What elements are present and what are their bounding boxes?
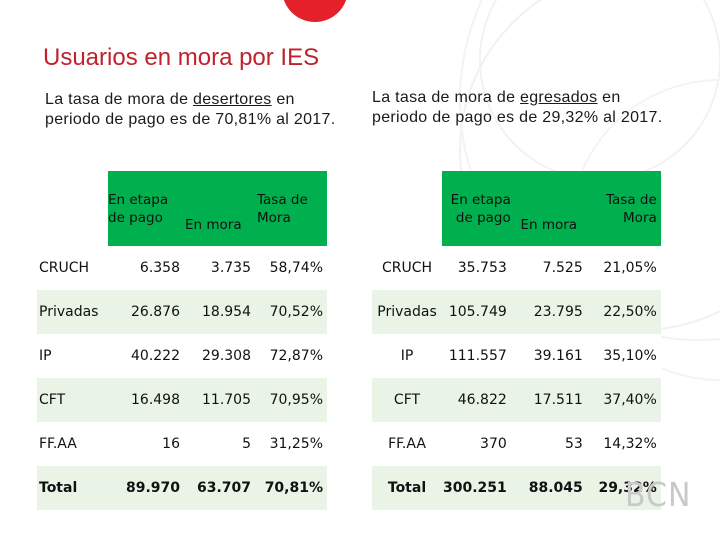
table-row: CFT 16.498 11.705 70,95% <box>37 378 327 422</box>
row-label: Privadas <box>372 290 442 334</box>
cell-mora: 17.511 <box>510 378 587 422</box>
cell-mora: 18.954 <box>184 290 255 334</box>
cell-mora: 23.795 <box>510 290 587 334</box>
egresados-table: En etapa de pago En mora Tasa de Mora CR… <box>372 171 661 510</box>
cell-tasa: 21,05% <box>586 246 661 290</box>
table-row-total: Total 300.251 88.045 29,32% <box>372 466 661 510</box>
cell-tasa: 29,32% <box>586 466 661 510</box>
header-etapa: En etapa de pago <box>108 171 184 246</box>
cell-tasa: 35,10% <box>586 334 661 378</box>
cell-tasa: 14,32% <box>586 422 661 466</box>
table-row: FF.AA 16 5 31,25% <box>37 422 327 466</box>
row-label: IP <box>372 334 442 378</box>
table-header-row: En etapa de pago En mora Tasa de Mora <box>372 171 661 246</box>
row-label: Total <box>37 466 108 510</box>
cell-mora: 11.705 <box>184 378 255 422</box>
cell-mora: 29.308 <box>184 334 255 378</box>
table-header-row: En etapa de pago En mora Tasa de Mora <box>37 171 327 246</box>
page-title: Usuarios en mora por IES <box>43 44 320 71</box>
desertores-table: En etapa de pago En mora Tasa de Mora CR… <box>37 171 327 510</box>
row-label: Privadas <box>37 290 108 334</box>
header-tasa: Tasa de Mora <box>255 171 327 246</box>
header-mora: En mora <box>510 171 587 246</box>
cell-tasa: 70,95% <box>255 378 327 422</box>
row-label: CRUCH <box>372 246 442 290</box>
brand-red-dot <box>282 0 348 22</box>
cell-etapa: 46.822 <box>442 378 511 422</box>
header-blank <box>372 171 442 246</box>
table-row: Privadas 26.876 18.954 70,52% <box>37 290 327 334</box>
row-label: CFT <box>372 378 442 422</box>
cell-etapa: 89.970 <box>108 466 184 510</box>
header-etapa: En etapa de pago <box>442 171 511 246</box>
cell-tasa: 70,52% <box>255 290 327 334</box>
table-row: Privadas 105.749 23.795 22,50% <box>372 290 661 334</box>
cell-etapa: 35.753 <box>442 246 511 290</box>
table-row: CFT 46.822 17.511 37,40% <box>372 378 661 422</box>
table-row: IP 111.557 39.161 35,10% <box>372 334 661 378</box>
cell-mora: 63.707 <box>184 466 255 510</box>
table-row-total: Total 89.970 63.707 70,81% <box>37 466 327 510</box>
cell-tasa: 58,74% <box>255 246 327 290</box>
cell-etapa: 16 <box>108 422 184 466</box>
cell-etapa: 105.749 <box>442 290 511 334</box>
table-row: CRUCH 6.358 3.735 58,74% <box>37 246 327 290</box>
cell-mora: 5 <box>184 422 255 466</box>
cell-tasa: 31,25% <box>255 422 327 466</box>
row-label: Total <box>372 466 442 510</box>
left-description: La tasa de mora de desertores en periodo… <box>45 91 336 128</box>
cell-tasa: 72,87% <box>255 334 327 378</box>
bcn-logo: BCN <box>625 476 692 515</box>
cell-mora: 53 <box>510 422 587 466</box>
right-description: La tasa de mora de egresados en periodo … <box>372 89 663 126</box>
cell-etapa: 40.222 <box>108 334 184 378</box>
header-blank <box>37 171 108 246</box>
cell-mora: 7.525 <box>510 246 587 290</box>
cell-etapa: 300.251 <box>442 466 511 510</box>
table-row: CRUCH 35.753 7.525 21,05% <box>372 246 661 290</box>
header-mora: En mora <box>184 171 255 246</box>
table-row: IP 40.222 29.308 72,87% <box>37 334 327 378</box>
cell-tasa: 22,50% <box>586 290 661 334</box>
cell-etapa: 370 <box>442 422 511 466</box>
cell-etapa: 6.358 <box>108 246 184 290</box>
cell-tasa: 70,81% <box>255 466 327 510</box>
cell-mora: 39.161 <box>510 334 587 378</box>
cell-etapa: 16.498 <box>108 378 184 422</box>
table-row: FF.AA 370 53 14,32% <box>372 422 661 466</box>
header-tasa: Tasa de Mora <box>586 171 661 246</box>
cell-etapa: 111.557 <box>442 334 511 378</box>
row-label: FF.AA <box>37 422 108 466</box>
cell-etapa: 26.876 <box>108 290 184 334</box>
cell-mora: 88.045 <box>510 466 587 510</box>
row-label: CRUCH <box>37 246 108 290</box>
row-label: IP <box>37 334 108 378</box>
row-label: CFT <box>37 378 108 422</box>
row-label: FF.AA <box>372 422 442 466</box>
cell-mora: 3.735 <box>184 246 255 290</box>
cell-tasa: 37,40% <box>586 378 661 422</box>
